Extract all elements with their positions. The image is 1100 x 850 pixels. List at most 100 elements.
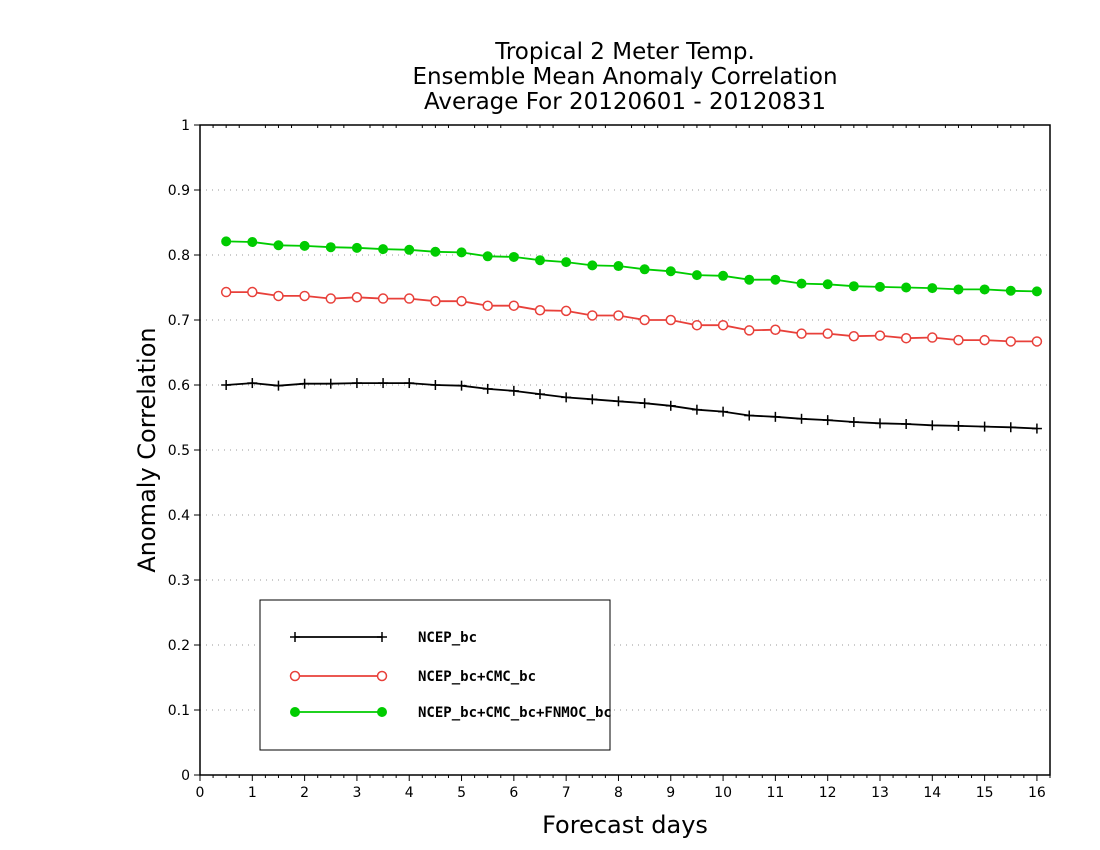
y-axis-label: Anomaly Correlation bbox=[133, 327, 161, 572]
x-tick-label: 4 bbox=[405, 785, 414, 801]
y-tick-label: 0.7 bbox=[168, 313, 190, 329]
ncep-cmc-point bbox=[299, 290, 310, 302]
ncep-cmc-point bbox=[430, 295, 441, 307]
ncep-cmc-fnmoc-point bbox=[770, 274, 781, 285]
legend-ncep-bc-point bbox=[290, 632, 300, 642]
ncep-cmc-fnmoc-point bbox=[1031, 286, 1042, 297]
ncep-cmc-fnmoc-point bbox=[953, 284, 964, 295]
ncep-bc-point bbox=[508, 385, 519, 396]
legend-ncep-cmc-point bbox=[289, 670, 301, 682]
ncep-cmc-point bbox=[665, 314, 677, 326]
x-tick-label: 1 bbox=[248, 785, 257, 801]
ncep-cmc-point bbox=[1005, 336, 1017, 347]
ncep-cmc-fnmoc-point bbox=[221, 236, 232, 247]
y-tick-label: 0.6 bbox=[168, 378, 190, 394]
legend-ncep-bc-point bbox=[377, 632, 387, 642]
x-tick-label: 12 bbox=[819, 785, 837, 801]
y-tick-label: 1 bbox=[181, 118, 190, 134]
ncep-bc-point bbox=[613, 396, 624, 407]
ncep-cmc-point bbox=[979, 334, 990, 346]
legend-ncep-cmc-fnmoc-point bbox=[290, 707, 300, 717]
ncep-cmc-point bbox=[351, 292, 363, 303]
x-tick-label: 0 bbox=[196, 785, 205, 801]
ncep-cmc-fnmoc-series bbox=[221, 236, 1042, 297]
x-tick-label: 14 bbox=[923, 785, 941, 801]
ncep-bc-point bbox=[325, 378, 336, 389]
ncep-cmc-fnmoc-point bbox=[404, 244, 415, 255]
ncep-cmc-point bbox=[874, 330, 886, 341]
ncep-cmc-fnmoc-point bbox=[378, 244, 389, 255]
x-tick-label: 5 bbox=[457, 785, 466, 801]
ncep-cmc-point bbox=[953, 334, 964, 346]
ncep-cmc-point bbox=[717, 319, 729, 331]
x-tick-label: 7 bbox=[562, 785, 571, 801]
y-tick-label: 0.9 bbox=[168, 183, 190, 199]
ncep-bc-point bbox=[979, 421, 990, 432]
ncep-bc-point bbox=[718, 406, 729, 417]
axis-ticks: 00.10.20.30.40.50.60.70.80.910 1 2 3 4 5 6 7 8 9 1… bbox=[168, 118, 1051, 801]
ncep-cmc-fnmoc-point bbox=[325, 242, 336, 253]
ncep-cmc-fnmoc-point bbox=[665, 266, 676, 277]
chart-title-line-3: Average For 20120601 - 20120831 bbox=[424, 89, 826, 115]
ncep-cmc-fnmoc-line bbox=[226, 240, 1037, 293]
ncep-bc-point bbox=[691, 404, 702, 415]
ncep-cmc-fnmoc-point bbox=[482, 251, 493, 262]
ncep-bc-point bbox=[430, 380, 441, 390]
ncep-cmc-series bbox=[220, 286, 1043, 347]
ncep-cmc-point bbox=[770, 324, 781, 335]
ncep-bc-point bbox=[456, 380, 467, 391]
ncep-cmc-fnmoc-point bbox=[848, 281, 859, 292]
ncep-cmc-point bbox=[220, 286, 232, 298]
ncep-cmc-point bbox=[587, 310, 598, 321]
ncep-cmc-fnmoc-point bbox=[639, 264, 650, 275]
ncep-cmc-point bbox=[482, 300, 493, 311]
ncep-cmc-point bbox=[1031, 336, 1043, 347]
ncep-bc-point bbox=[875, 418, 885, 429]
gridlines bbox=[200, 189, 1050, 711]
ncep-cmc-point bbox=[822, 328, 833, 339]
y-tick-label: 0.4 bbox=[168, 508, 190, 524]
chart-title-line-2: Ensemble Mean Anomaly Correlation bbox=[412, 64, 837, 90]
ncep-bc-point bbox=[482, 383, 493, 394]
ncep-bc-line bbox=[226, 382, 1037, 430]
ncep-cmc-fnmoc-point bbox=[351, 242, 362, 253]
ncep-bc-point bbox=[221, 380, 232, 390]
ncep-cmc-point bbox=[456, 295, 467, 307]
ncep-cmc-fnmoc-point bbox=[927, 283, 938, 294]
ncep-cmc-fnmoc-point bbox=[456, 247, 467, 258]
ncep-cmc-fnmoc-point bbox=[613, 261, 624, 272]
legend-ncep-cmc-fnmoc-point bbox=[377, 707, 387, 717]
ncep-bc-point bbox=[561, 392, 572, 403]
x-tick-label: 15 bbox=[976, 785, 994, 801]
ncep-bc-point bbox=[1031, 423, 1042, 434]
ncep-bc-point bbox=[247, 378, 258, 389]
ncep-cmc-fnmoc-point bbox=[744, 274, 755, 285]
x-tick-label: 3 bbox=[352, 785, 361, 801]
x-tick-label: 6 bbox=[509, 785, 518, 801]
ncep-cmc-point bbox=[273, 290, 284, 302]
ncep-cmc-point bbox=[796, 328, 807, 339]
ncep-bc-point bbox=[639, 398, 650, 409]
ncep-bc-point bbox=[744, 410, 755, 421]
ncep-cmc-line bbox=[226, 291, 1037, 343]
legend-box bbox=[259, 599, 611, 751]
y-tick-label: 0.8 bbox=[168, 248, 190, 264]
ncep-bc-point bbox=[404, 378, 415, 389]
ncep-bc-point bbox=[770, 411, 781, 422]
ncep-cmc-point bbox=[613, 310, 624, 321]
ncep-cmc-fnmoc-point bbox=[247, 237, 258, 247]
ncep-cmc-fnmoc-point bbox=[508, 251, 519, 262]
ncep-bc-point bbox=[351, 378, 362, 389]
ncep-cmc-fnmoc-point bbox=[430, 246, 441, 257]
x-tick-label: 11 bbox=[766, 785, 784, 801]
ncep-bc-point bbox=[927, 420, 938, 431]
ncep-cmc-fnmoc-point bbox=[561, 257, 572, 268]
x-tick-label: 16 bbox=[1028, 785, 1046, 801]
x-tick-label: 2 bbox=[300, 785, 309, 801]
ncep-cmc-fnmoc-point bbox=[535, 255, 545, 266]
ncep-cmc-fnmoc-point bbox=[299, 240, 310, 251]
legend-label: NCEP_bc bbox=[418, 630, 477, 646]
ncep-cmc-fnmoc-point bbox=[901, 282, 912, 293]
ncep-bc-point bbox=[796, 413, 807, 424]
ncep-cmc-fnmoc-point bbox=[1005, 285, 1016, 296]
